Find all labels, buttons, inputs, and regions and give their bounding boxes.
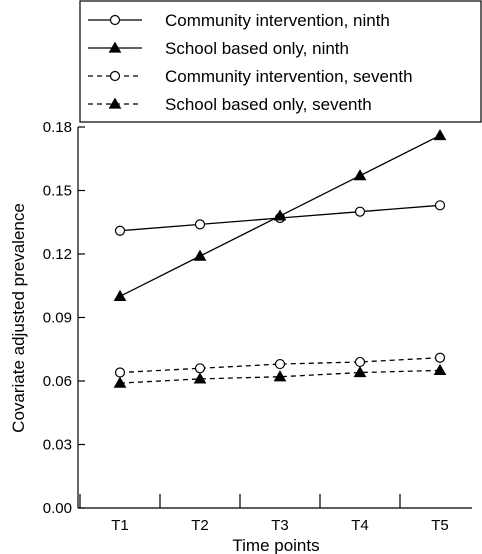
legend-label: School based only, seventh <box>165 95 372 114</box>
data-point <box>356 207 365 216</box>
data-point <box>195 251 206 261</box>
y-ticks: 0.00 0.03 0.06 0.09 0.12 0.15 0.18 <box>43 119 85 517</box>
x-tick-label: T5 <box>431 517 449 534</box>
series-2 <box>115 130 446 300</box>
data-point <box>436 353 445 362</box>
y-tick-label: 0.12 <box>43 246 72 263</box>
legend-marker <box>111 72 120 81</box>
y-tick-label: 0.15 <box>43 183 72 200</box>
x-tick-label: T2 <box>191 517 209 534</box>
legend: Community intervention, ninth School base… <box>80 1 481 122</box>
data-point <box>196 220 205 229</box>
data-point <box>116 226 125 235</box>
x-ticks: T1 T2 T3 T4 T5 <box>80 494 449 534</box>
legend-label: School based only, ninth <box>165 39 349 58</box>
data-point <box>115 291 126 301</box>
x-tick-label: T4 <box>351 517 369 534</box>
data-point <box>356 357 365 366</box>
axes <box>78 127 472 508</box>
y-tick-label: 0.09 <box>43 310 72 327</box>
legend-label: Community intervention, ninth <box>165 11 390 30</box>
legend-label: Community intervention, seventh <box>165 67 413 86</box>
data-point <box>355 170 366 180</box>
data-point <box>435 365 446 375</box>
y-tick-label: 0.03 <box>43 437 72 454</box>
y-tick-label: 0.00 <box>43 500 72 517</box>
series-group <box>115 130 446 387</box>
y-tick-label: 0.18 <box>43 119 72 136</box>
data-point <box>196 364 205 373</box>
data-point <box>435 130 446 140</box>
data-point <box>436 201 445 210</box>
x-tick-label: T1 <box>111 517 129 534</box>
y-tick-label: 0.06 <box>43 373 72 390</box>
data-point <box>276 360 285 369</box>
legend-marker <box>111 16 120 25</box>
x-tick-label: T3 <box>271 517 289 534</box>
data-point <box>116 368 125 377</box>
x-axis-title: Time points <box>232 536 319 554</box>
y-axis-title: Covariate adjusted prevalence <box>9 203 28 433</box>
